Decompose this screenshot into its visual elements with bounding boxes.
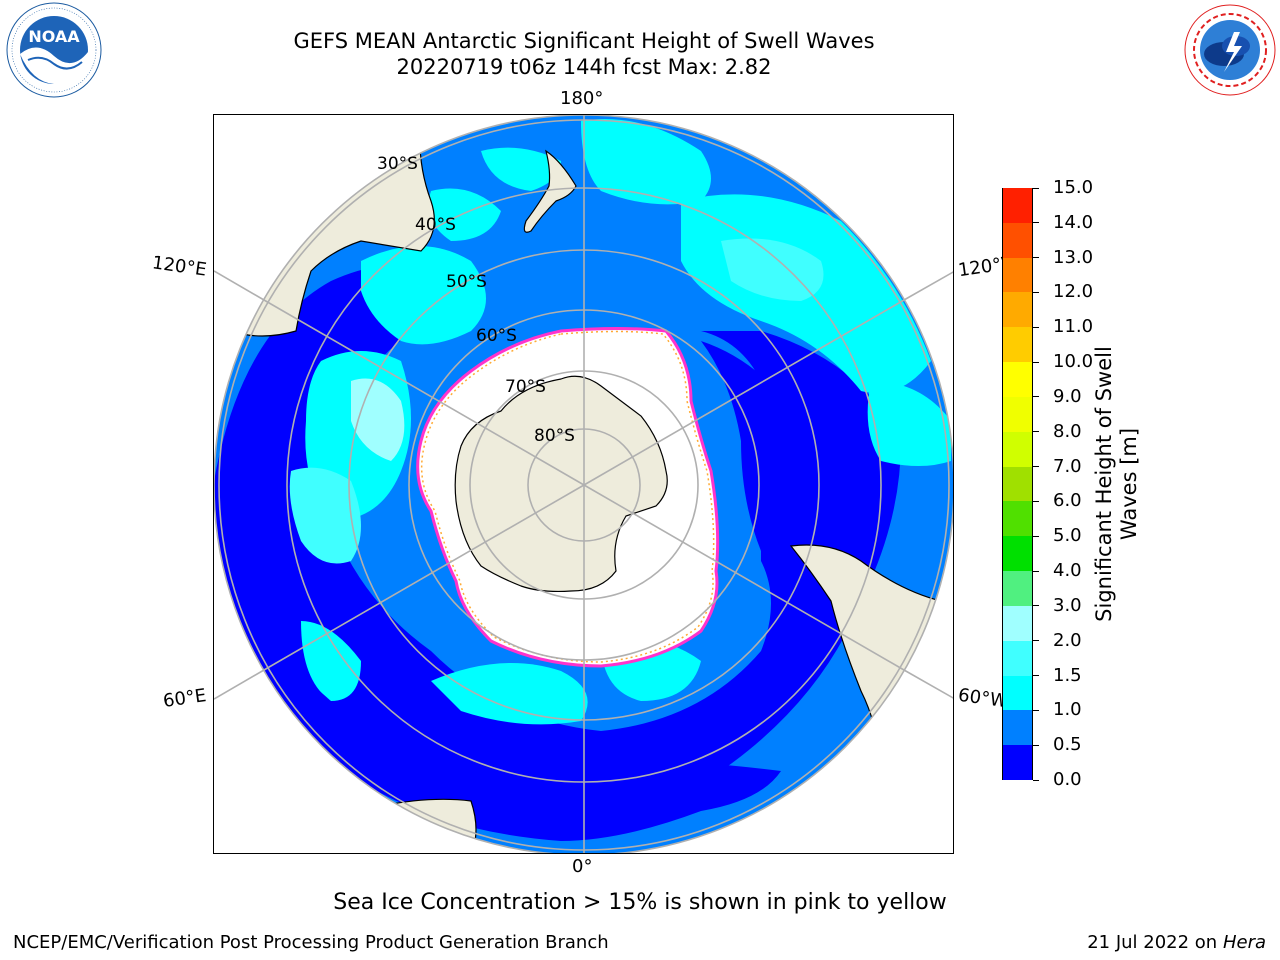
colorbar-segment xyxy=(1003,605,1032,641)
lat-label-60: 60°S xyxy=(476,326,517,346)
colorbar-segment xyxy=(1003,431,1032,467)
colorbar-tick xyxy=(1033,361,1039,363)
colorbar-tick-label: 13.0 xyxy=(1053,246,1094,268)
colorbar-tick xyxy=(1033,605,1039,607)
antarctica-land xyxy=(454,375,668,593)
colorbar-tick-label: 1.0 xyxy=(1053,699,1082,721)
colorbar-tick-label: 15.0 xyxy=(1053,177,1094,198)
colorbar-tick-label: 6.0 xyxy=(1053,490,1082,512)
colorbar-tick xyxy=(1033,500,1039,502)
noaa-logo-text: NOAA xyxy=(28,27,80,46)
colorbar-tick-label: 14.0 xyxy=(1053,211,1094,233)
colorbar-tick xyxy=(1033,466,1039,468)
longitude-grid xyxy=(263,115,905,853)
map-svg: 30°S 40°S 50°S 60°S 70°S 80°S xyxy=(214,115,953,853)
title-line-2: 20220719 t06z 144h fcst Max: 2.82 xyxy=(396,55,772,79)
colorbar-segment xyxy=(1003,570,1032,606)
colorbar-segment xyxy=(1003,535,1032,572)
colorbar-segment xyxy=(1003,291,1032,328)
colorbar-segment xyxy=(1003,222,1032,258)
colorbar-tick-label: 3.0 xyxy=(1053,594,1082,616)
colorbar-tick xyxy=(1033,187,1039,189)
lon-label-0: 0° xyxy=(572,856,593,877)
lon-label-120e: 120°E xyxy=(150,252,208,281)
colorbar-segment xyxy=(1003,361,1032,397)
colorbar-tick xyxy=(1033,396,1039,398)
colorbar-tick xyxy=(1033,431,1039,433)
colorbar-tick-label: 0.5 xyxy=(1053,734,1082,756)
colorbar-segment xyxy=(1003,675,1032,711)
nws-logo xyxy=(1184,4,1276,96)
lon-label-180: 180° xyxy=(560,88,604,109)
colorbar-segment xyxy=(1003,640,1032,676)
colorbar-segment xyxy=(1003,466,1032,502)
colorbar-segment xyxy=(1003,187,1032,223)
colorbar-tick-label: 4.0 xyxy=(1053,560,1082,582)
title-line-1: GEFS MEAN Antarctic Significant Height o… xyxy=(293,29,875,53)
ocean-field xyxy=(214,115,953,853)
date-text: 21 Jul 2022 on Hera xyxy=(1087,932,1266,953)
lat-label-80: 80°S xyxy=(534,426,575,446)
colorbar-tick xyxy=(1033,326,1039,328)
colorbar-tick xyxy=(1033,675,1039,677)
sea-ice-footnote: Sea Ice Concentration > 15% is shown in … xyxy=(333,890,947,915)
lat-label-30: 30°S xyxy=(377,154,418,174)
credit-text: NCEP/EMC/Verification Post Processing Pr… xyxy=(13,932,609,953)
colorbar-tick xyxy=(1033,257,1039,259)
colorbar-tick-label: 10.0 xyxy=(1053,351,1094,373)
date-value: 21 Jul 2022 on xyxy=(1087,932,1223,953)
colorbar-tick-label: 5.0 xyxy=(1053,525,1082,547)
colorbar-tick-label: 11.0 xyxy=(1053,316,1094,338)
colorbar-tick-label: 12.0 xyxy=(1053,281,1094,303)
new-zealand-land xyxy=(523,149,577,233)
colorbar-tick-label: 9.0 xyxy=(1053,385,1082,407)
colorbar-tick xyxy=(1033,222,1039,224)
lat-label-50: 50°S xyxy=(446,272,487,292)
colorbar-segment xyxy=(1003,257,1032,293)
colorbar-tick xyxy=(1033,709,1039,711)
colorbar-segment xyxy=(1003,396,1032,432)
colorbar-tick-label: 8.0 xyxy=(1053,420,1082,442)
lon-label-60e: 60°E xyxy=(161,685,208,712)
colorbar-tick xyxy=(1033,535,1039,537)
colorbar-tick-label: 7.0 xyxy=(1053,455,1082,477)
lat-label-70: 70°S xyxy=(505,377,546,397)
colorbar-tick xyxy=(1033,570,1039,572)
colorbar-tick xyxy=(1033,744,1039,746)
polar-map: 30°S 40°S 50°S 60°S 70°S 80°S xyxy=(213,114,954,854)
colorbar-segment xyxy=(1003,744,1032,780)
colorbar-tick-label: 2.0 xyxy=(1053,629,1082,651)
noaa-logo: NOAA xyxy=(6,2,102,98)
colorbar-tick xyxy=(1033,291,1039,293)
colorbar-segment xyxy=(1003,326,1032,363)
colorbar-tick xyxy=(1033,640,1039,642)
date-host: Hera xyxy=(1222,932,1266,953)
colorbar-tick xyxy=(1033,779,1039,781)
colorbar-tick-label: 1.5 xyxy=(1053,664,1082,686)
colorbar-segment xyxy=(1003,500,1032,537)
colorbar-segment xyxy=(1003,709,1032,746)
colorbar-tick-label: 0.0 xyxy=(1053,769,1082,790)
colorbar-title: Significant Height of Swell Waves [m] xyxy=(1092,346,1141,622)
colorbar xyxy=(1002,187,1033,780)
lat-label-40: 40°S xyxy=(415,215,456,235)
